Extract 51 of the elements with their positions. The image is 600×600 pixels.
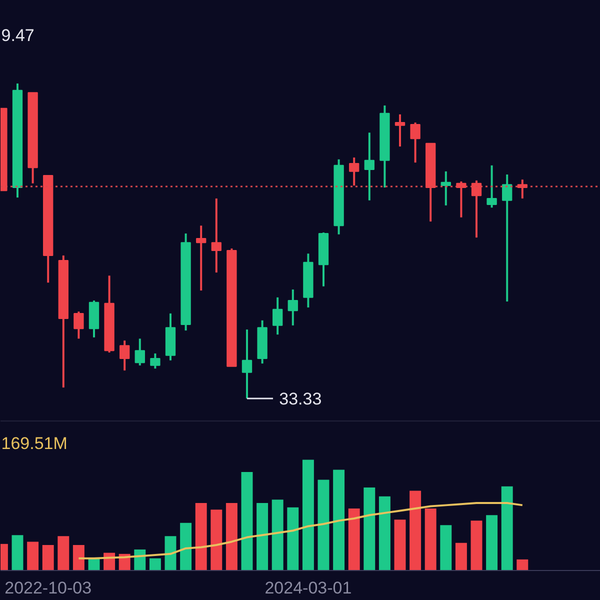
bar xyxy=(287,507,299,570)
candlestick xyxy=(196,224,206,292)
bar xyxy=(318,480,330,570)
bar xyxy=(72,545,84,570)
candlestick xyxy=(120,340,130,372)
bar xyxy=(470,520,482,570)
bar xyxy=(42,545,54,570)
bar xyxy=(241,472,253,570)
candlestick xyxy=(471,180,482,239)
bar xyxy=(501,486,513,570)
bar xyxy=(333,470,345,570)
bar xyxy=(516,559,528,570)
bar xyxy=(455,542,467,570)
bar xyxy=(180,522,192,570)
candlestick xyxy=(134,338,145,366)
bar xyxy=(410,490,422,570)
bar xyxy=(348,508,360,570)
bar xyxy=(58,536,70,570)
candlestick xyxy=(150,352,160,370)
candlestick xyxy=(486,164,497,209)
candlestick xyxy=(364,132,374,202)
candlestick xyxy=(440,170,451,206)
annotation: 33.33 xyxy=(279,390,322,408)
candlestick xyxy=(394,113,406,148)
bar xyxy=(226,502,238,570)
bar xyxy=(272,500,284,570)
candlestick xyxy=(242,328,252,400)
bar xyxy=(195,502,207,570)
text: 169.51M xyxy=(1,434,68,453)
x-tick-label: 2022-10-03 xyxy=(4,578,92,598)
candlestick xyxy=(410,122,420,164)
bar xyxy=(12,535,24,570)
bar xyxy=(486,515,498,570)
candlestick xyxy=(74,310,84,340)
bar xyxy=(27,542,39,570)
candlestick xyxy=(272,296,283,336)
x-tick-label: 2024-03-01 xyxy=(264,578,352,598)
bar xyxy=(424,508,436,570)
bar xyxy=(440,525,452,570)
bar xyxy=(364,487,376,570)
candlestick xyxy=(502,174,512,302)
text: 9.47 xyxy=(1,26,34,46)
bar xyxy=(394,520,406,570)
bar xyxy=(210,510,222,570)
candlestick xyxy=(211,197,222,274)
bar xyxy=(256,502,268,570)
candlestick xyxy=(288,288,298,326)
bar xyxy=(378,496,390,570)
bar xyxy=(302,460,314,570)
bar xyxy=(149,558,161,570)
candlestick xyxy=(349,156,360,187)
